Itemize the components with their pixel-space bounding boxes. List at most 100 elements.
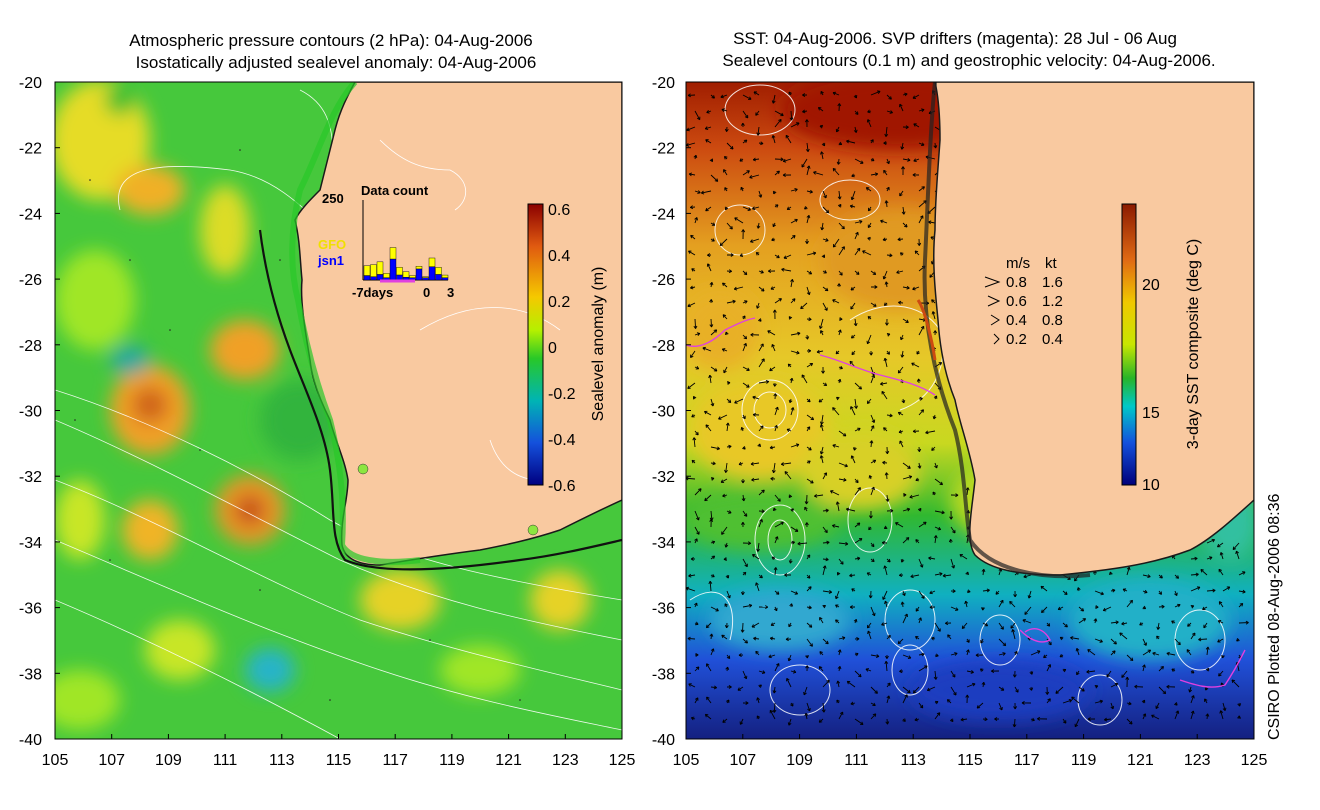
inset-bar-gfo — [415, 266, 423, 270]
inset-bar-gfo — [441, 274, 449, 278]
sla-colorbar-tick: 0 — [548, 340, 557, 357]
vel-legend-header-ms: m/s — [1006, 255, 1030, 272]
inset-xlabel-mid: 0 — [423, 285, 430, 300]
tide-gauge-marker — [357, 463, 369, 475]
right-map — [686, 82, 1254, 739]
lon-tick-label: 111 — [213, 752, 237, 769]
svp-drifter-tracks — [686, 317, 1246, 688]
lon-tick-label: 113 — [269, 752, 295, 769]
lat-tick-label: -40 — [19, 732, 42, 749]
lat-tick-label: -40 — [652, 732, 675, 749]
inset-bar-jsn1 — [370, 276, 377, 281]
inset-bar-gfo — [435, 267, 442, 275]
lon-tick-label: 117 — [1014, 752, 1040, 769]
lon-tick-label: 123 — [1184, 752, 1211, 769]
lon-tick-label: 109 — [155, 752, 182, 769]
sealevel-contours — [689, 84, 1226, 726]
right-longitude-ticks: 105 107 109 111 113 115 117 119 121 123 125 — [673, 734, 1267, 769]
inset-legend-gfo: GFO — [318, 237, 346, 252]
inset-bar-jsn1 — [422, 277, 429, 281]
vel-legend-kt: 0.4 — [1042, 331, 1063, 348]
lon-tick-label: 115 — [326, 752, 352, 769]
lat-tick-label: -20 — [19, 75, 42, 92]
lat-tick-label: -32 — [652, 469, 675, 486]
inset-bar-jsn1 — [376, 274, 384, 281]
sst-colorbar-label: 3-day SST composite (deg C) — [1185, 239, 1202, 449]
inset-bar-gfo — [370, 264, 377, 277]
right-latitude-ticks: -20 -22 -24 -26 -28 -30 -32 -34 -36 -38 -40 — [652, 75, 691, 749]
sla-colorbar-tick: -0.4 — [548, 432, 576, 449]
sla-colorbar-tick: 0.6 — [548, 202, 570, 219]
lat-tick-label: -30 — [19, 404, 42, 421]
lat-tick-label: -26 — [652, 272, 675, 289]
lon-tick-label: 119 — [1071, 752, 1097, 769]
vel-legend-ms: 0.4 — [1006, 312, 1027, 329]
lat-tick-label: -36 — [19, 601, 42, 618]
lon-tick-label: 123 — [552, 752, 579, 769]
sst-colorbar — [1121, 203, 1137, 486]
lat-tick-label: -32 — [19, 469, 42, 486]
lat-tick-label: -38 — [652, 666, 675, 683]
sst-colorbar-ticks: 20 15 10 — [1142, 277, 1160, 494]
lon-tick-label: 121 — [495, 752, 522, 769]
australia-land-right — [933, 82, 1254, 576]
sst-colorbar-tick: 15 — [1142, 405, 1160, 422]
lat-tick-label: -22 — [652, 141, 675, 158]
sla-colorbar-tick: -0.6 — [548, 478, 576, 495]
lat-tick-label: -30 — [652, 404, 675, 421]
inset-legend-jsn1: jsn1 — [317, 253, 344, 268]
data-count-inset: Data count 250 GFO jsn1 -7days 0 3 — [317, 183, 454, 300]
inset-bar-jsn1 — [389, 258, 397, 281]
sla-colorbar-label: Sealevel anomaly (m) — [590, 267, 607, 422]
inset-bars — [363, 247, 449, 283]
vel-legend-arrow — [987, 295, 1001, 307]
inset-bar-jsn1 — [415, 268, 423, 281]
left-title-1: Atmospheric pressure contours (2 hPa): 0… — [129, 31, 532, 50]
lon-tick-label: 107 — [729, 752, 756, 769]
lat-tick-label: -28 — [652, 338, 675, 355]
lat-tick-label: -28 — [19, 338, 42, 355]
lat-tick-label: -24 — [19, 206, 42, 223]
right-title-1: SST: 04-Aug-2006. SVP drifters (magenta)… — [733, 29, 1177, 48]
sla-colorbar — [527, 203, 544, 486]
data-dots — [74, 149, 521, 701]
sla-colorbar-tick: 0.4 — [548, 248, 570, 265]
lon-tick-label: 121 — [1127, 752, 1154, 769]
vel-legend-header-kt: kt — [1045, 255, 1058, 272]
sla-colorbar-tick: -0.2 — [548, 386, 576, 403]
inset-bar-jsn1 — [428, 266, 436, 281]
vel-legend-ms: 0.2 — [1006, 331, 1027, 348]
inset-bar-gfo — [402, 271, 410, 278]
lon-tick-label: 107 — [98, 752, 125, 769]
bathymetry-contour — [258, 229, 622, 571]
inset-bar-gfo — [363, 265, 371, 276]
inset-bar-jsn1 — [363, 275, 371, 281]
inset-bar-gfo — [428, 257, 436, 268]
geostrophic-velocity-arrows — [686, 90, 1249, 728]
inset-bar-gfo — [396, 267, 403, 276]
sst-colorbar-tick: 20 — [1142, 277, 1160, 294]
lon-tick-label: 105 — [673, 752, 700, 769]
lon-tick-label: 125 — [609, 752, 636, 769]
inset-bar-gfo — [409, 275, 416, 279]
lon-tick-label: 105 — [42, 752, 69, 769]
vel-legend-ms: 0.8 — [1006, 274, 1027, 291]
lat-tick-label: -36 — [652, 601, 675, 618]
lon-tick-label: 119 — [439, 752, 465, 769]
inset-bar-jsn1 — [441, 277, 449, 281]
sla-colorbar-ticks: 0.6 0.4 0.2 0 -0.2 -0.4 -0.6 — [548, 202, 576, 495]
vel-legend-kt: 1.2 — [1042, 293, 1063, 310]
left-longitude-ticks: 105 107 109 111 113 115 117 119 121 123 125 — [42, 734, 636, 769]
velocity-legend: m/s kt 0.8 1.6 0.6 1.2 0.4 0.8 0.2 0.4 — [984, 255, 1063, 348]
vel-legend-arrow — [993, 333, 1000, 345]
inset-bar-gfo — [376, 261, 384, 275]
lat-tick-label: -26 — [19, 272, 42, 289]
lat-tick-label: -34 — [19, 535, 42, 552]
inset-title: Data count — [361, 183, 429, 198]
inset-xlabel-left: -7days — [352, 285, 393, 300]
inset-bar-gfo — [383, 273, 390, 278]
lat-tick-label: -38 — [19, 666, 42, 683]
vel-legend-arrow — [984, 276, 1001, 288]
left-title-2: Isostatically adjusted sealevel anomaly:… — [136, 53, 537, 72]
lon-tick-label: 113 — [900, 752, 926, 769]
